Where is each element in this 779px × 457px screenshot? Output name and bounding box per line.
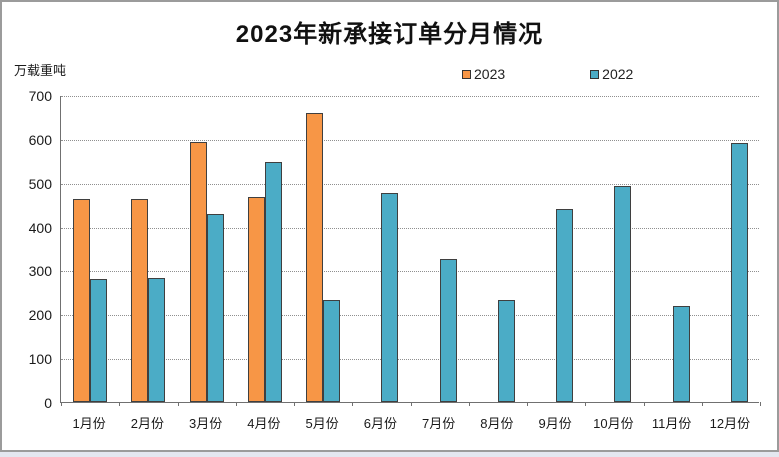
x-tick-label-12月份: 12月份 xyxy=(709,416,751,431)
gridline-500 xyxy=(61,183,759,185)
x-tick-label-2月份: 2月份 xyxy=(130,416,164,431)
legend-item-2022: 2022 xyxy=(590,66,633,82)
gridline-700 xyxy=(61,96,759,97)
x-tick-label-5月份: 5月份 xyxy=(305,416,339,431)
bar-2022-5月份 xyxy=(323,300,340,402)
y-tick-label-600: 600 xyxy=(28,131,52,148)
chart-title: 2023年新承接订单分月情况 xyxy=(235,21,544,48)
x-axis-tick xyxy=(236,402,237,406)
x-axis-tick xyxy=(294,402,295,406)
x-tick-label-7月份: 7月份 xyxy=(422,416,456,431)
bar-2023-1月份 xyxy=(73,199,90,402)
x-axis-tick xyxy=(119,402,120,406)
x-tick-label-10月份: 10月份 xyxy=(593,416,634,431)
legend-item-2023: 2023 xyxy=(462,66,505,82)
legend-swatch-2023-icon xyxy=(462,69,471,79)
bar-2022-12月份 xyxy=(731,143,748,402)
bar-2022-8月份 xyxy=(498,300,515,402)
bar-2022-10月份 xyxy=(614,186,631,402)
y-tick-label-200: 200 xyxy=(28,307,52,324)
x-tick-label-6月份: 6月份 xyxy=(363,416,397,431)
bar-2023-4月份 xyxy=(248,197,265,402)
page-background-strip xyxy=(0,452,779,457)
x-axis-tick xyxy=(644,402,645,406)
bar-2022-3月份 xyxy=(207,214,224,402)
bar-2022-2月份 xyxy=(148,278,165,402)
y-tick-label-300: 300 xyxy=(28,263,52,280)
y-axis-unit-label: 万载重吨 xyxy=(14,63,67,78)
y-tick-label-500: 500 xyxy=(28,175,52,192)
bar-2022-7月份 xyxy=(440,259,457,402)
x-axis-tick xyxy=(411,402,412,406)
gridline-200 xyxy=(61,315,759,317)
x-axis-tick xyxy=(702,402,703,406)
x-axis-tick xyxy=(760,402,761,406)
x-axis-tick xyxy=(352,402,353,406)
x-axis-tick xyxy=(178,402,179,406)
x-tick-label-1月份: 1月份 xyxy=(72,416,106,431)
bar-2022-9月份 xyxy=(556,209,573,402)
x-axis-tick xyxy=(585,402,586,406)
gridline-300 xyxy=(61,271,759,273)
x-tick-label-3月份: 3月份 xyxy=(189,416,223,431)
x-axis-tick xyxy=(527,402,528,406)
bar-2023-3月份 xyxy=(190,142,207,402)
x-axis-tick xyxy=(61,402,62,406)
y-tick-label-700: 700 xyxy=(28,88,52,104)
legend-label-2023: 2023 xyxy=(474,66,506,82)
gridline-100 xyxy=(61,359,759,361)
gridline-400 xyxy=(61,227,759,229)
legend-swatch-2022-icon xyxy=(590,69,600,79)
y-tick-label-0: 0 xyxy=(44,395,52,411)
legend-label-2022: 2022 xyxy=(602,66,634,82)
x-axis-tick xyxy=(469,402,470,406)
bar-2022-1月份 xyxy=(90,279,107,402)
plot-area xyxy=(60,96,761,406)
legend: 2023 2022 xyxy=(462,66,633,82)
y-tick-label-100: 100 xyxy=(28,351,52,368)
bar-2023-5月份 xyxy=(306,113,323,402)
x-tick-label-11月份: 11月份 xyxy=(651,416,692,431)
x-tick-label-4月份: 4月份 xyxy=(247,416,281,431)
x-tick-label-8月份: 8月份 xyxy=(480,416,514,431)
y-tick-label-400: 400 xyxy=(28,219,52,236)
gridline-600 xyxy=(61,139,759,141)
bar-2022-6月份 xyxy=(381,193,398,402)
x-tick-label-9月份: 9月份 xyxy=(538,416,572,431)
bar-2023-2月份 xyxy=(131,199,148,402)
bar-2022-11月份 xyxy=(673,306,690,402)
bar-2022-4月份 xyxy=(265,162,282,402)
